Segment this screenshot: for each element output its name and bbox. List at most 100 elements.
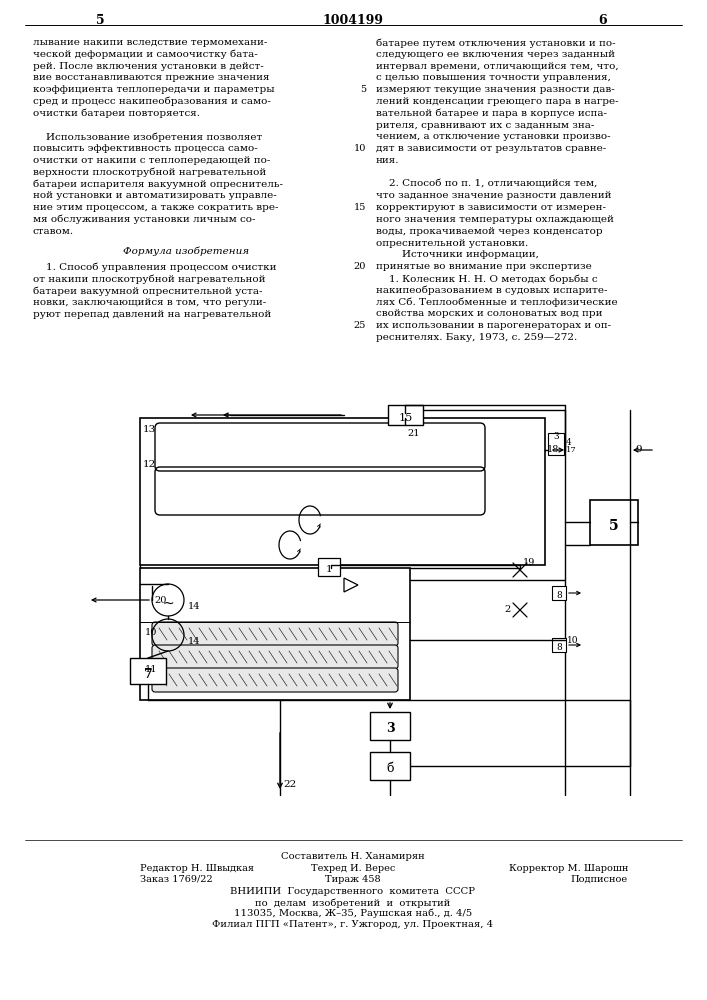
- Text: 8: 8: [556, 644, 562, 652]
- Text: 3: 3: [386, 722, 395, 736]
- Text: мя обслуживания установки личным со-: мя обслуживания установки личным со-: [33, 215, 255, 225]
- Text: верхности плоскотрубной нагревательной: верхности плоскотрубной нагревательной: [33, 168, 267, 177]
- Text: 14: 14: [188, 637, 201, 646]
- Text: 10: 10: [145, 628, 158, 637]
- Text: 1. Способ управления процессом очистки: 1. Способ управления процессом очистки: [33, 263, 276, 272]
- Text: воды, прокачиваемой через конденсатор: воды, прокачиваемой через конденсатор: [376, 227, 602, 236]
- Text: 8: 8: [556, 591, 562, 600]
- Bar: [552, 638, 566, 652]
- Text: Корректор М. Шарошн: Корректор М. Шарошн: [508, 864, 628, 873]
- Text: что заданное значение разности давлений: что заданное значение разности давлений: [376, 191, 612, 200]
- Text: их использовании в парогенераторах и оп-: их использовании в парогенераторах и оп-: [376, 321, 611, 330]
- Text: интервал времени, отличающийся тем, что,: интервал времени, отличающийся тем, что,: [376, 62, 619, 71]
- Text: 5: 5: [95, 14, 105, 27]
- Text: 5: 5: [609, 518, 619, 532]
- Text: батареи вакуумной опреснительной уста-: батареи вакуумной опреснительной уста-: [33, 286, 262, 296]
- Text: 3: 3: [553, 432, 559, 441]
- Text: 13: 13: [143, 425, 156, 434]
- Text: 11: 11: [145, 665, 158, 674]
- Bar: [130, 658, 166, 684]
- Text: рей. После включения установки в дейст-: рей. После включения установки в дейст-: [33, 62, 264, 71]
- Text: корректируют в зависимости от измерен-: корректируют в зависимости от измерен-: [376, 203, 606, 212]
- Text: коэффициента теплопередачи и параметры: коэффициента теплопередачи и параметры: [33, 85, 274, 94]
- Text: 19: 19: [523, 558, 535, 567]
- Text: ВНИИПИ  Государственного  комитета  СССР: ВНИИПИ Государственного комитета СССР: [230, 887, 476, 896]
- Text: лений конденсации греющего пара в нагре-: лений конденсации греющего пара в нагре-: [376, 97, 619, 106]
- Bar: [370, 752, 410, 780]
- Text: Источники информации,: Источники информации,: [376, 250, 539, 259]
- Text: сред и процесс накипеобразования и само-: сред и процесс накипеобразования и само-: [33, 97, 271, 106]
- Text: 2: 2: [504, 605, 510, 614]
- Text: 113035, Москва, Ж–35, Раушская наб., д. 4/5: 113035, Москва, Ж–35, Раушская наб., д. …: [234, 909, 472, 918]
- Text: по  делам  изобретений  и  открытий: по делам изобретений и открытий: [255, 898, 450, 908]
- Text: Техред И. Верес: Техред И. Верес: [311, 864, 395, 873]
- Text: новки, заключающийся в том, что регули-: новки, заключающийся в том, что регули-: [33, 298, 267, 307]
- Text: 10: 10: [354, 144, 366, 153]
- Bar: [548, 433, 564, 455]
- Bar: [590, 500, 638, 545]
- Text: 14: 14: [188, 602, 201, 611]
- Text: 1: 1: [326, 566, 332, 574]
- Text: 4: 4: [566, 438, 572, 447]
- Text: рителя, сравнивают их с заданным зна-: рителя, сравнивают их с заданным зна-: [376, 121, 595, 130]
- Text: повысить эффективность процесса само-: повысить эффективность процесса само-: [33, 144, 258, 153]
- Text: б: б: [386, 762, 394, 776]
- Text: Формула изобретения: Формула изобретения: [123, 247, 249, 256]
- FancyBboxPatch shape: [152, 622, 398, 646]
- Text: батареи испарителя вакуумной опреснитель-: батареи испарителя вакуумной опреснитель…: [33, 180, 283, 189]
- Text: 12: 12: [143, 460, 156, 469]
- Text: 20: 20: [154, 596, 166, 605]
- Bar: [318, 558, 340, 576]
- Text: свойства морских и солоноватых вод при: свойства морских и солоноватых вод при: [376, 309, 602, 318]
- Text: Филиал ПГП «Патент», г. Ужгород, ул. Проектная, 4: Филиал ПГП «Патент», г. Ужгород, ул. Про…: [212, 920, 493, 929]
- Text: 15: 15: [354, 203, 366, 212]
- Text: реснителях. Баку, 1973, с. 259—272.: реснителях. Баку, 1973, с. 259—272.: [376, 333, 577, 342]
- Text: 15: 15: [398, 413, 413, 423]
- Text: Использование изобретения позволяет: Использование изобретения позволяет: [33, 132, 262, 142]
- Text: 10: 10: [567, 636, 578, 645]
- Text: 25: 25: [354, 321, 366, 330]
- Text: ние этим процессом, а также сократить вре-: ние этим процессом, а также сократить вр…: [33, 203, 279, 212]
- Text: с целью повышения точности управления,: с целью повышения точности управления,: [376, 73, 611, 82]
- Text: 5: 5: [360, 85, 366, 94]
- Text: лывание накипи вследствие термомехани-: лывание накипи вследствие термомехани-: [33, 38, 267, 47]
- Text: вательной батарее и пара в корпусе испа-: вательной батарее и пара в корпусе испа-: [376, 109, 607, 118]
- Text: ния.: ния.: [376, 156, 399, 165]
- Text: Заказ 1769/22: Заказ 1769/22: [140, 875, 213, 884]
- Text: батарее путем отключения установки и по-: батарее путем отключения установки и по-: [376, 38, 616, 47]
- Text: чением, а отключение установки произво-: чением, а отключение установки произво-: [376, 132, 611, 141]
- Text: ной установки и автоматизировать управле-: ной установки и автоматизировать управле…: [33, 191, 276, 200]
- FancyBboxPatch shape: [152, 645, 398, 669]
- Text: измеряют текущие значения разности дав-: измеряют текущие значения разности дав-: [376, 85, 615, 94]
- Bar: [370, 712, 410, 740]
- FancyBboxPatch shape: [152, 668, 398, 692]
- Text: 20: 20: [354, 262, 366, 271]
- Text: ~: ~: [162, 597, 174, 611]
- Text: 2. Способ по п. 1, отличающийся тем,: 2. Способ по п. 1, отличающийся тем,: [376, 180, 597, 189]
- Bar: [140, 568, 410, 700]
- Text: 1004199: 1004199: [322, 14, 383, 27]
- Text: ставом.: ставом.: [33, 227, 74, 236]
- Text: следующего ее включения через заданный: следующего ее включения через заданный: [376, 50, 615, 59]
- Text: 7: 7: [144, 668, 153, 680]
- Text: от накипи плоскотрубной нагревательной: от накипи плоскотрубной нагревательной: [33, 274, 266, 284]
- Text: 6: 6: [599, 14, 607, 27]
- Text: 1. Колесник Н. Н. О методах борьбы с: 1. Колесник Н. Н. О методах борьбы с: [376, 274, 597, 284]
- Text: Редактор Н. Швыдкая: Редактор Н. Швыдкая: [140, 864, 254, 873]
- Text: очистки батареи повторяется.: очистки батареи повторяется.: [33, 109, 200, 118]
- Text: 17: 17: [566, 446, 577, 454]
- Text: Подписное: Подписное: [571, 875, 628, 884]
- Text: 22: 22: [283, 780, 296, 789]
- Text: Тираж 458: Тираж 458: [325, 875, 381, 884]
- Bar: [552, 586, 566, 600]
- Text: накипеобразованием в судовых испарите-: накипеобразованием в судовых испарите-: [376, 286, 607, 295]
- Text: 21: 21: [407, 429, 420, 438]
- Text: ческой деформации и самоочистку бата-: ческой деформации и самоочистку бата-: [33, 50, 258, 59]
- Text: лях Сб. Теплообменные и теплофизические: лях Сб. Теплообменные и теплофизические: [376, 298, 618, 307]
- Bar: [140, 418, 545, 565]
- Text: Составитель Н. Ханамирян: Составитель Н. Ханамирян: [281, 852, 425, 861]
- Text: очистки от накипи с теплопередающей по-: очистки от накипи с теплопередающей по-: [33, 156, 270, 165]
- Text: 18: 18: [547, 445, 559, 454]
- Text: руют перепад давлений на нагревательной: руют перепад давлений на нагревательной: [33, 310, 271, 319]
- Bar: [388, 405, 423, 425]
